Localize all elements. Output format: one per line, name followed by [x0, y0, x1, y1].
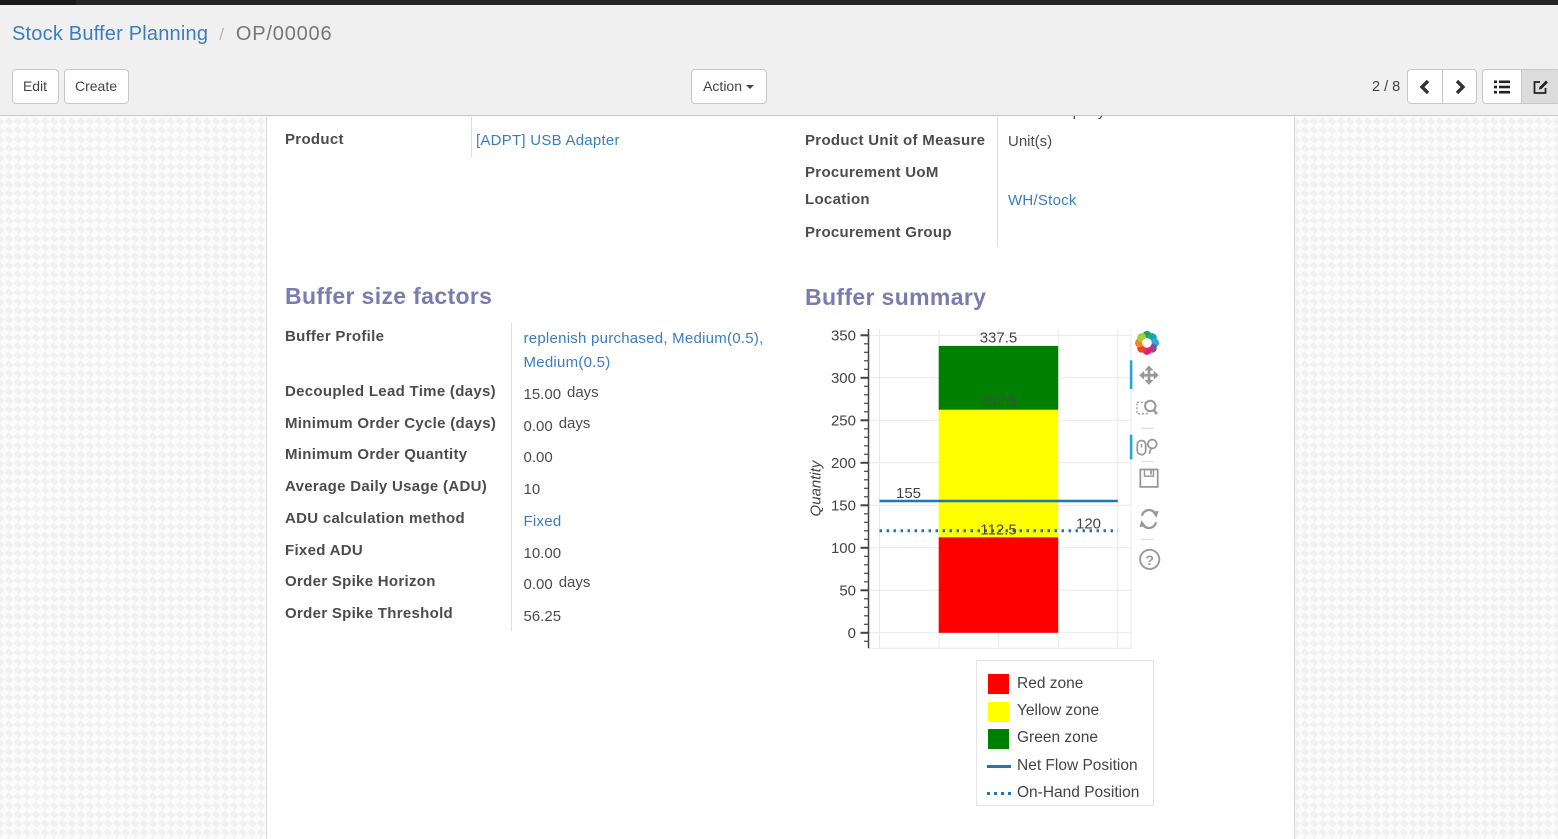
- svg-text:Quantity: Quantity: [808, 459, 825, 516]
- svg-text:120: 120: [1076, 516, 1101, 533]
- svg-text:?: ?: [1145, 552, 1154, 568]
- svg-text:100: 100: [831, 540, 856, 557]
- svg-text:300: 300: [831, 370, 856, 387]
- svg-text:337.5: 337.5: [980, 330, 1018, 347]
- svg-text:350: 350: [831, 327, 856, 344]
- svg-text:112.5: 112.5: [980, 522, 1016, 539]
- svg-text:262.5: 262.5: [980, 393, 1018, 410]
- svg-text:250: 250: [831, 412, 856, 429]
- svg-text:50: 50: [839, 582, 856, 599]
- svg-text:155: 155: [896, 485, 921, 502]
- svg-text:200: 200: [831, 455, 856, 472]
- svg-text:0: 0: [848, 625, 856, 642]
- svg-text:150: 150: [831, 497, 856, 514]
